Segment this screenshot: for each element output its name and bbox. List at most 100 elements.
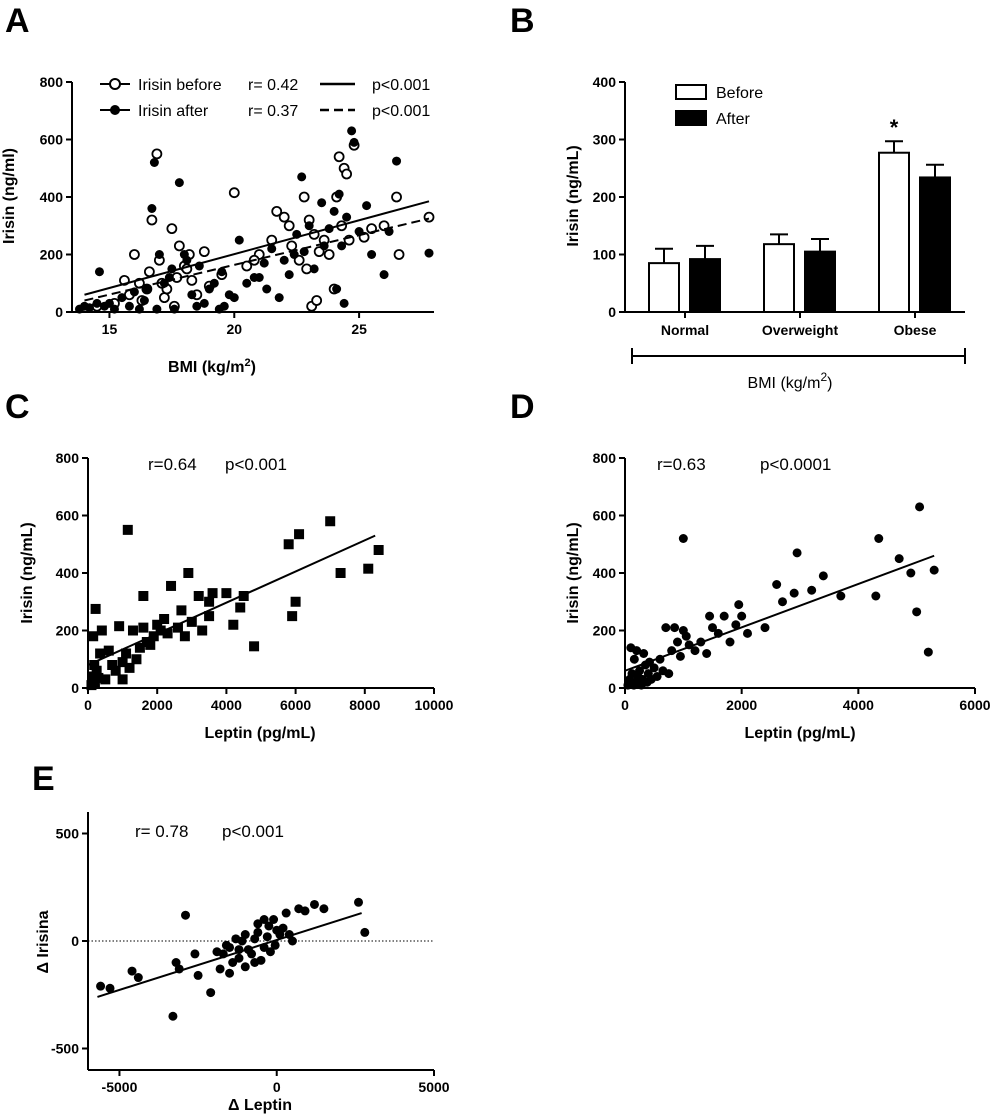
group-label-b: BMI (kg/m2)	[748, 370, 833, 392]
data-point-c	[373, 545, 384, 555]
data-point-d	[929, 565, 939, 575]
data-point-c	[96, 625, 107, 636]
data-point-a-after	[337, 241, 347, 251]
data-point-a-after	[309, 264, 319, 274]
data-point-d	[725, 637, 735, 647]
data-point-e	[228, 958, 238, 967]
data-point-a-after	[339, 298, 349, 308]
data-point-a-after	[104, 298, 114, 308]
x-tick-label-c: 0	[84, 697, 92, 713]
x-tick-label-e: -5000	[102, 1079, 138, 1095]
y-tick-label-c: 0	[71, 680, 79, 696]
data-point-d	[772, 580, 782, 589]
data-point-d	[664, 669, 674, 679]
data-point-d	[731, 620, 741, 630]
data-point-c	[114, 621, 125, 632]
data-point-d	[915, 502, 925, 512]
data-point-d	[675, 651, 685, 661]
legend-a-after-r: r= 0.37	[248, 103, 298, 120]
data-point-a-after	[392, 156, 402, 166]
data-point-e	[250, 958, 260, 967]
y-tick-label-e: 0	[71, 933, 79, 949]
legend-a-before-r: r= 0.42	[248, 77, 298, 94]
x-tick-label-c: 2000	[142, 697, 173, 713]
plot-a-axes: 0 200 400 600 800 15 20 25	[40, 74, 434, 337]
stat-p-e: p<0.001	[222, 822, 284, 841]
data-point-a-after	[317, 198, 327, 208]
data-point-a-before	[129, 249, 140, 260]
data-point-c	[249, 641, 260, 652]
data-point-d	[670, 623, 680, 633]
stat-r-e: r= 0.78	[135, 822, 188, 841]
data-point-a-after	[334, 189, 344, 199]
data-point-a-after	[424, 248, 434, 258]
category-label-b: Overweight	[762, 322, 839, 338]
stat-r-c: r=0.64	[148, 455, 197, 474]
fit-line-e	[97, 912, 362, 998]
data-point-d	[649, 663, 659, 673]
data-point-a-after	[262, 284, 272, 294]
data-point-c	[193, 591, 204, 601]
data-point-a-before	[158, 292, 170, 304]
legend-b-before-label: Before	[716, 85, 763, 102]
y-tick-label-b: 400	[593, 74, 617, 90]
data-point-d	[635, 666, 645, 676]
data-point-d	[792, 548, 802, 558]
x-tick-label-c: 4000	[211, 697, 242, 713]
x-tick-label-c: 10000	[415, 697, 454, 713]
data-point-c	[290, 596, 301, 607]
data-point-a-after	[139, 296, 149, 305]
data-point-c	[335, 568, 346, 578]
data-point-d	[702, 649, 712, 658]
data-point-a-after	[152, 304, 162, 314]
data-point-a-after	[217, 267, 227, 277]
data-point-a-before	[278, 211, 290, 223]
data-point-c	[121, 648, 132, 659]
data-point-e	[206, 988, 216, 998]
legend-b-after-swatch	[675, 110, 707, 126]
bar-b-before	[763, 243, 795, 313]
data-point-c	[221, 588, 232, 599]
data-point-c	[131, 654, 142, 665]
data-point-c	[186, 616, 197, 627]
data-point-a-after	[349, 137, 359, 147]
data-point-c	[238, 591, 249, 601]
panel-a: A 0 200 400 600 800 15 20 25 Irisin (ng/ml) BMI…	[1, 2, 435, 376]
data-point-c	[127, 625, 138, 636]
data-point-e	[309, 899, 319, 909]
data-point-a-after	[192, 301, 202, 311]
data-point-d	[734, 600, 744, 610]
data-point-a-after	[299, 247, 309, 257]
data-point-c	[145, 639, 156, 650]
panel-label-c: C	[5, 388, 30, 426]
data-point-e	[354, 897, 364, 907]
data-point-a-before	[271, 205, 283, 217]
data-point-a-before	[311, 295, 323, 306]
y-tick-label-a: 400	[40, 189, 64, 205]
data-point-a-after	[187, 290, 197, 300]
data-point-e	[360, 927, 370, 937]
data-point-e	[168, 1011, 178, 1021]
y-tick-label-d: 200	[593, 623, 617, 639]
data-point-c	[363, 563, 374, 574]
x-axis-label-c: Leptin (pg/mL)	[204, 725, 315, 742]
data-point-e	[181, 910, 191, 920]
data-point-a-after	[259, 258, 269, 268]
data-point-c	[162, 628, 173, 639]
data-point-d	[661, 623, 671, 633]
panel-b: B 0 100 200 300 400 Normal Overweight Obese * I…	[510, 2, 966, 392]
data-point-a-after	[117, 293, 127, 303]
data-point-a-after	[274, 293, 284, 303]
data-point-e	[105, 983, 115, 993]
data-point-a-after	[284, 270, 294, 280]
x-tick-label-d: 4000	[843, 697, 874, 713]
data-point-d	[681, 631, 691, 641]
data-point-d	[708, 623, 717, 633]
data-point-d	[923, 647, 933, 657]
data-point-a-before	[198, 246, 210, 258]
data-point-a-before	[286, 240, 298, 252]
data-point-a-after	[149, 158, 159, 167]
y-axis-label-c: Irisin (ng/mL)	[19, 522, 36, 623]
